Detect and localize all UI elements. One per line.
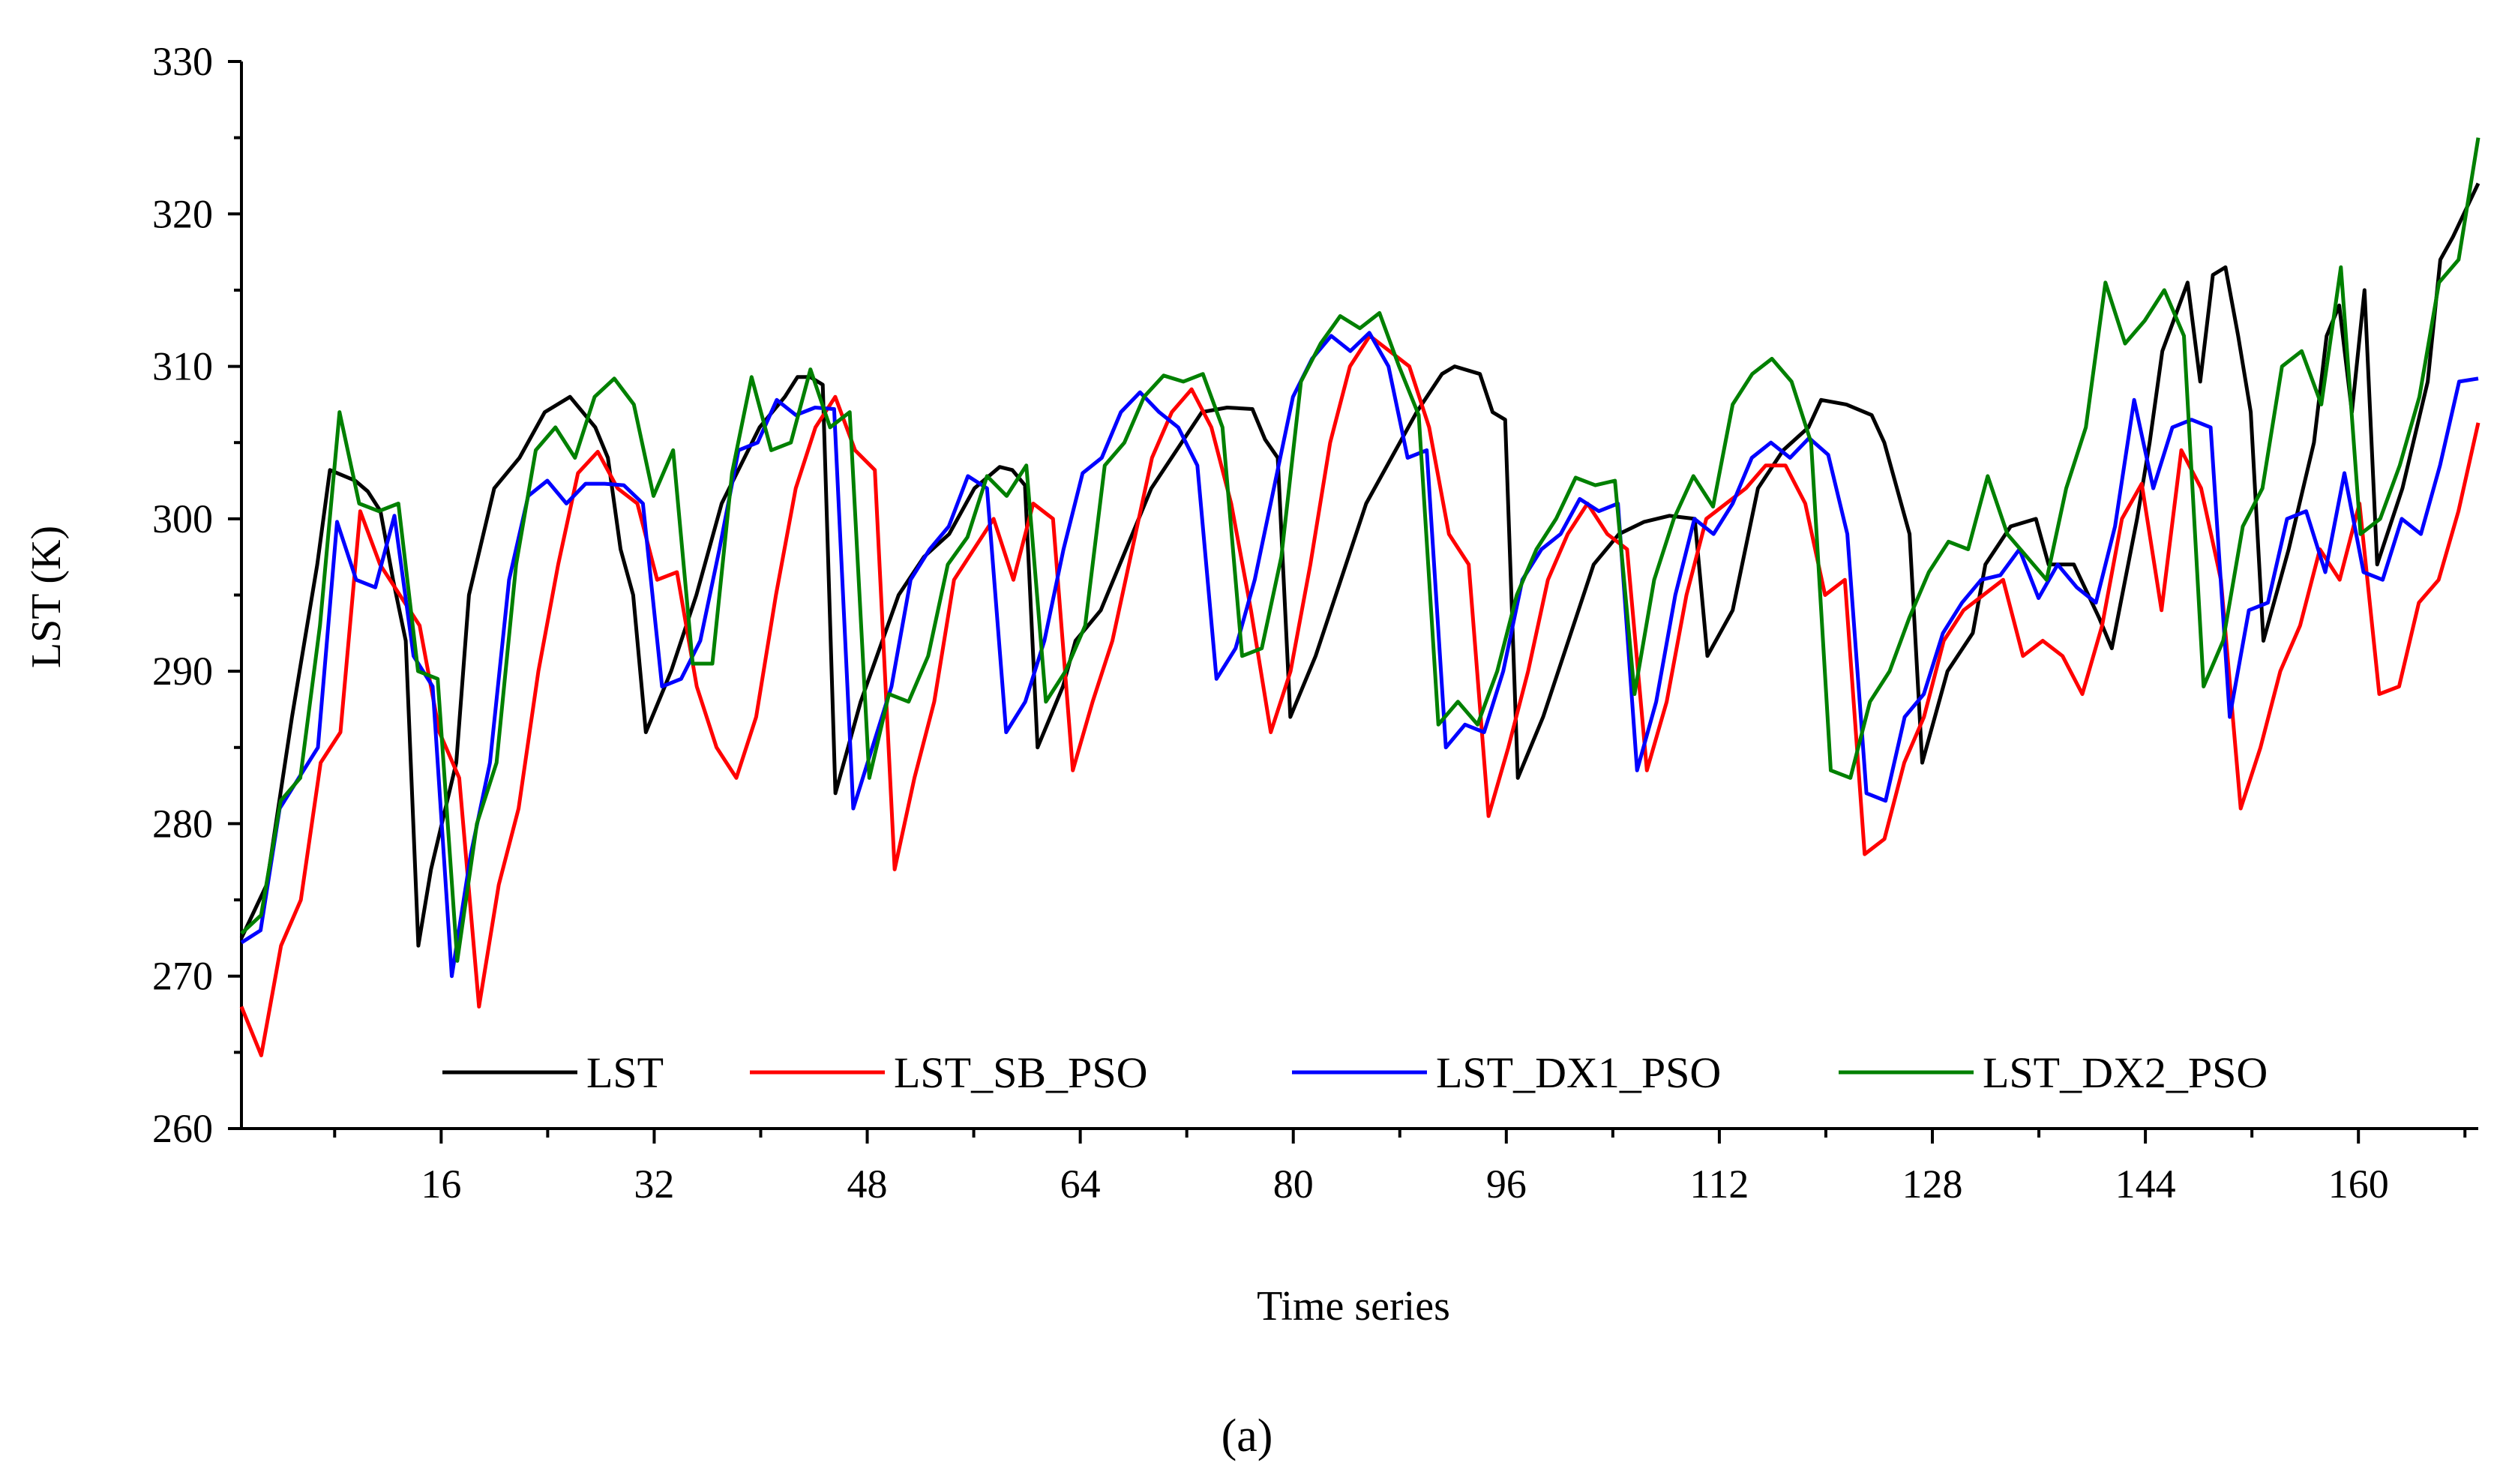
y-tick-label: 310 bbox=[152, 344, 213, 389]
series-line-lst-dx1-pso bbox=[240, 331, 2479, 979]
x-tick-label: 96 bbox=[1486, 1162, 1527, 1207]
x-tick-label: 32 bbox=[634, 1162, 674, 1207]
legend-label: LST_DX1_PSO bbox=[1436, 1048, 1721, 1097]
y-tick-label: 260 bbox=[152, 1106, 213, 1151]
legend: LST LST_SB_PSO LST_DX1_PSO LST_DX2_PSO bbox=[442, 1048, 2268, 1097]
series-lines bbox=[239, 137, 2481, 1057]
axes bbox=[240, 61, 2478, 1130]
x-ticks: 16 32 48 64 80 96 112 128 144 160 bbox=[333, 1129, 2467, 1207]
x-tick-label: 48 bbox=[847, 1162, 888, 1207]
y-tick-label: 290 bbox=[152, 649, 213, 694]
series-line-lst-sb-pso bbox=[239, 334, 2481, 1057]
series-line-lst-dx2-pso bbox=[240, 137, 2481, 963]
x-tick-label: 112 bbox=[1689, 1162, 1749, 1207]
x-tick-label: 160 bbox=[2328, 1162, 2389, 1207]
legend-label: LST_DX2_PSO bbox=[1983, 1048, 2268, 1097]
y-tick-label: 280 bbox=[152, 801, 213, 846]
y-ticks: 260 270 280 290 300 310 320 330 bbox=[152, 39, 241, 1151]
legend-label: LST_SB_PSO bbox=[894, 1048, 1147, 1097]
x-tick-label: 16 bbox=[421, 1162, 461, 1207]
x-axis-title: Time series bbox=[1257, 1283, 1450, 1330]
figure-caption: (a) bbox=[1222, 1411, 1273, 1462]
legend-label: LST bbox=[586, 1048, 664, 1097]
x-tick-label: 80 bbox=[1273, 1162, 1314, 1207]
y-tick-label: 270 bbox=[152, 954, 213, 999]
y-tick-label: 320 bbox=[152, 191, 213, 236]
y-axis-title: LST (K) bbox=[23, 526, 70, 668]
x-tick-label: 128 bbox=[1902, 1162, 1963, 1207]
series-line-lst bbox=[239, 182, 2481, 948]
x-tick-label: 64 bbox=[1060, 1162, 1101, 1207]
x-tick-label: 144 bbox=[2115, 1162, 2176, 1207]
y-tick-label: 330 bbox=[152, 39, 213, 84]
y-tick-label: 300 bbox=[152, 496, 213, 541]
